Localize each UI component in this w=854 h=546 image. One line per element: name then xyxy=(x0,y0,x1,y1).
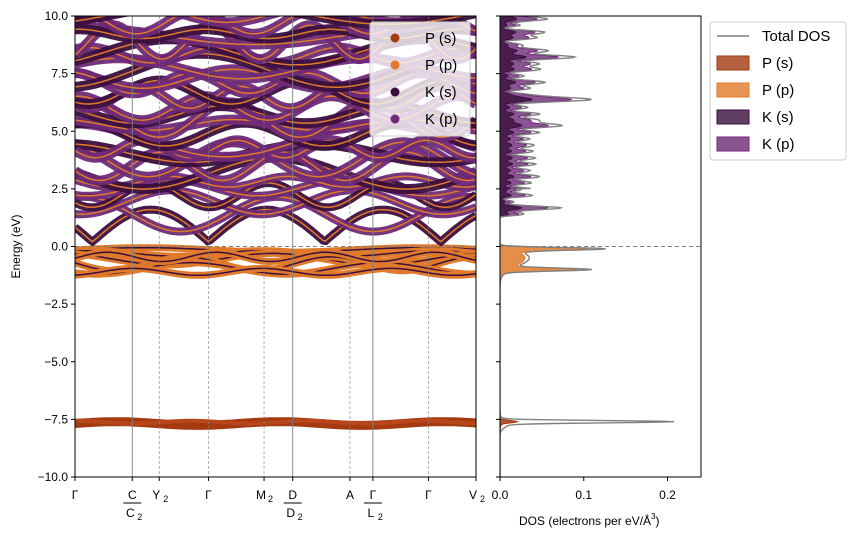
kpoint-label: C xyxy=(128,488,137,502)
kpoint-label: D xyxy=(286,506,295,520)
legend-patch xyxy=(716,136,750,152)
dos-plot-area xyxy=(500,16,701,477)
kpoint-subscript: 2 xyxy=(298,512,303,522)
dos-x-tick-label: 0.1 xyxy=(575,488,592,502)
legend-label: K (p) xyxy=(425,111,458,128)
y-tick-label: −5.0 xyxy=(44,355,68,369)
dos-legend-label: K (p) xyxy=(762,136,795,153)
dos-area-K-s xyxy=(500,16,533,477)
legend-label: P (p) xyxy=(425,57,457,74)
legend-marker xyxy=(390,33,400,43)
band-line xyxy=(75,175,476,188)
legend-label: K (s) xyxy=(425,84,457,101)
band-legend: P (s) P (p) K (s) K (p) xyxy=(369,21,471,137)
kpoint-label: Γ xyxy=(72,488,79,502)
dos-panel: 0.0 0.1 0.2 DOS (electrons per eV/Å3) xyxy=(492,15,702,528)
kpoint-label: Γ xyxy=(425,488,432,502)
band-line xyxy=(75,16,476,30)
band-line xyxy=(75,189,476,215)
y-tick-label: 7.5 xyxy=(51,67,68,81)
legend-marker xyxy=(390,87,400,97)
dos-legend-label: K (s) xyxy=(762,109,794,126)
band-line xyxy=(75,267,476,277)
dos-legend-label: P (p) xyxy=(762,82,794,99)
y-tick-label: −7.5 xyxy=(44,412,68,426)
y-axis-label: Energy (eV) xyxy=(9,214,23,278)
kpoint-label: C xyxy=(126,506,135,520)
kpoint-subscript: 2 xyxy=(480,494,485,504)
kpoint-subscript: 2 xyxy=(163,494,168,504)
legend-label: P (s) xyxy=(425,30,456,47)
dos-legend-label: P (s) xyxy=(762,55,793,72)
legend-patch xyxy=(716,55,750,71)
dos-x-axis-label: DOS (electrons per eV/Å3) xyxy=(519,512,660,528)
kpoint-label: L xyxy=(368,506,375,520)
kpoint-subscript: 2 xyxy=(378,512,383,522)
legend-patch xyxy=(716,82,750,98)
kpoint-label: V xyxy=(469,488,477,502)
y-tick-label: −10.0 xyxy=(38,470,69,484)
y-tick-label: 0.0 xyxy=(51,240,68,254)
band-line xyxy=(75,418,476,426)
dos-area-K-p xyxy=(500,16,573,477)
legend-marker xyxy=(390,114,400,124)
kpoint-label: M xyxy=(256,488,266,502)
kpoint-subscript: 2 xyxy=(137,512,142,522)
band-line xyxy=(75,251,476,263)
dos-x-tick-label: 0.0 xyxy=(492,488,509,502)
dos-axes: 0.0 0.1 0.2 DOS (electrons per eV/Å3) xyxy=(492,15,702,528)
kpoint-label: D xyxy=(288,488,297,502)
dos-legend-label: Total DOS xyxy=(762,28,830,45)
y-tick-label: −2.5 xyxy=(44,297,68,311)
kpoint-subscript: 2 xyxy=(268,494,273,504)
kpoint-label: Y xyxy=(152,488,160,502)
dos-legend: Total DOS P (s) P (p) K (s) K (p) xyxy=(709,21,847,161)
legend-patch xyxy=(716,109,750,125)
y-tick-label: 10.0 xyxy=(45,9,69,23)
y-tick-label: 5.0 xyxy=(51,124,68,138)
legend-box xyxy=(369,21,471,137)
kpoint-label: Γ xyxy=(205,488,212,502)
dos-x-tick-label: 0.2 xyxy=(659,488,676,502)
y-tick-label: 2.5 xyxy=(51,182,68,196)
legend-marker xyxy=(390,60,400,70)
band-axes: −10.0 −7.5 −5.0 −2.5 0.0 2.5 5.0 7.5 10.0 Energy … xyxy=(9,9,485,522)
kpoint-label: Γ xyxy=(370,488,377,502)
kpoint-label: A xyxy=(346,488,354,502)
